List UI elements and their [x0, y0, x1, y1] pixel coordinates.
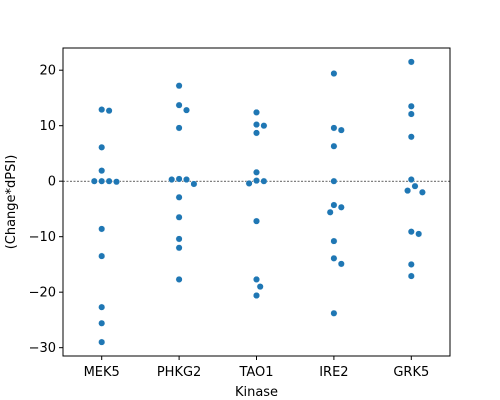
data-point-phkg2	[175, 82, 183, 90]
data-point-ire2	[337, 260, 345, 268]
data-point-ire2	[337, 126, 345, 134]
data-point-tao1	[252, 121, 261, 129]
data-point-mek5	[112, 178, 121, 186]
data-point-ire2	[330, 124, 338, 132]
data-point-tao1	[252, 129, 261, 137]
data-point-tao1	[252, 217, 261, 225]
data-point-mek5	[98, 338, 106, 346]
x-tick-label: MEK5	[84, 365, 120, 380]
data-point-mek5	[105, 177, 113, 185]
data-point-mek5	[98, 303, 106, 311]
data-point-phkg2	[168, 175, 176, 184]
data-point-grk5	[407, 133, 415, 141]
data-point-tao1	[256, 283, 264, 291]
y-tick-label: −20	[29, 286, 56, 301]
data-point-grk5	[407, 228, 415, 236]
data-point-tao1	[252, 108, 261, 116]
data-point-phkg2	[175, 124, 183, 132]
data-point-phkg2	[190, 180, 198, 188]
data-point-phkg2	[182, 106, 191, 114]
data-point-grk5	[407, 110, 415, 118]
data-point-mek5	[90, 177, 98, 185]
data-point-mek5	[105, 107, 113, 115]
data-point-ire2	[330, 254, 338, 262]
data-point-tao1	[260, 177, 268, 185]
y-tick-label: 20	[39, 64, 56, 79]
data-point-mek5	[98, 319, 106, 327]
data-point-phkg2	[175, 193, 183, 201]
data-point-tao1	[252, 177, 261, 185]
data-point-grk5	[415, 230, 423, 238]
data-point-phkg2	[175, 213, 183, 221]
data-points	[90, 58, 426, 346]
data-point-phkg2	[175, 275, 183, 283]
y-axis-title: (Change*dPSI)	[4, 155, 19, 250]
x-tick-label: IRE2	[319, 365, 348, 380]
x-tick-label: TAO1	[238, 365, 273, 380]
data-point-grk5	[418, 188, 426, 196]
data-point-tao1	[260, 122, 268, 130]
data-point-grk5	[404, 187, 412, 195]
data-point-ire2	[330, 69, 338, 78]
data-point-ire2	[337, 203, 345, 211]
x-axis: MEK5 PHKG2 TAO1 IRE2 GRK5	[84, 356, 429, 380]
y-tick-label: −30	[29, 341, 56, 356]
data-point-ire2	[326, 208, 334, 216]
x-tick-label: GRK5	[393, 365, 429, 380]
data-point-ire2	[330, 237, 338, 245]
data-point-tao1	[252, 291, 261, 300]
data-point-mek5	[98, 252, 106, 260]
data-point-phkg2	[175, 244, 183, 252]
data-point-phkg2	[175, 235, 183, 243]
data-point-ire2	[330, 309, 338, 317]
data-point-mek5	[98, 143, 106, 151]
data-point-grk5	[407, 102, 415, 110]
y-axis: 20 10 0 −10 −20 −30	[29, 64, 63, 356]
data-point-grk5	[411, 182, 419, 190]
data-point-grk5	[407, 58, 415, 66]
data-point-grk5	[407, 272, 415, 280]
data-point-mek5	[98, 177, 106, 185]
data-point-tao1	[252, 275, 261, 283]
data-point-tao1	[252, 168, 261, 176]
y-tick-label: 10	[39, 119, 56, 134]
data-point-mek5	[98, 225, 106, 233]
data-point-mek5	[98, 167, 106, 175]
data-point-grk5	[407, 175, 415, 184]
y-tick-label: 0	[48, 175, 56, 190]
x-tick-label: PHKG2	[157, 365, 201, 380]
data-point-phkg2	[175, 101, 183, 109]
data-point-grk5	[407, 260, 415, 268]
data-point-ire2	[330, 201, 338, 209]
data-point-phkg2	[182, 175, 191, 184]
data-point-ire2	[330, 142, 338, 150]
data-point-phkg2	[175, 175, 183, 183]
data-point-mek5	[98, 106, 106, 114]
x-axis-title: Kinase	[235, 385, 278, 400]
data-point-tao1	[245, 179, 253, 187]
data-point-ire2	[330, 177, 338, 185]
y-tick-label: −10	[29, 230, 56, 245]
